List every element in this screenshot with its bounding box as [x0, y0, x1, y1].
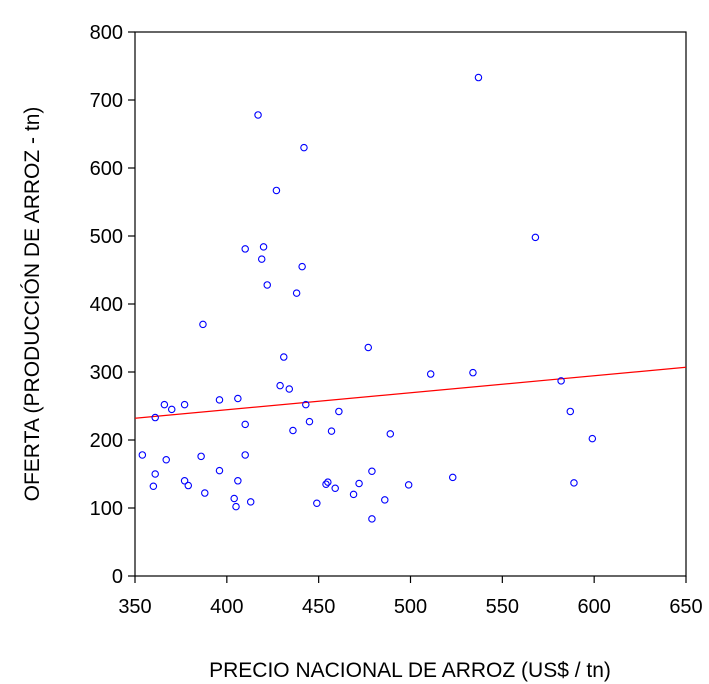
data-point-25 [259, 243, 268, 251]
x-tick-label-3: 500 [394, 596, 427, 618]
data-point-2 [151, 470, 159, 478]
y-tick-label-2: 200 [90, 430, 123, 452]
data-point-28 [276, 381, 284, 390]
data-point-4 [160, 400, 169, 409]
x-tick-label-4: 550 [486, 596, 519, 618]
data-point-10 [197, 452, 205, 461]
x-axis-title: PRECIO NACIONAL DE ARROZ (US$ / tn) [209, 659, 611, 682]
y-tick-label-6: 600 [90, 158, 123, 180]
data-point-50 [404, 481, 413, 489]
data-point-42 [335, 407, 343, 416]
data-point-22 [246, 498, 255, 506]
data-point-56 [557, 377, 565, 385]
data-point-48 [381, 496, 389, 504]
data-point-37 [313, 499, 321, 507]
data-point-7 [180, 400, 189, 409]
data-point-16 [232, 502, 240, 511]
data-point-31 [289, 426, 297, 435]
y-tick-label-3: 300 [90, 362, 123, 384]
data-point-19 [241, 420, 249, 429]
y-tick-label-5: 500 [90, 226, 123, 248]
data-point-17 [234, 477, 242, 485]
data-point-20 [241, 451, 249, 459]
data-point-11 [199, 320, 207, 329]
data-point-5 [162, 455, 170, 464]
y-tick-label-0: 0 [112, 566, 123, 588]
data-points [138, 73, 597, 523]
data-point-13 [215, 466, 224, 475]
data-point-6 [167, 405, 176, 414]
data-point-57 [566, 407, 575, 416]
data-point-24 [257, 255, 266, 263]
x-tick-label-2: 450 [302, 596, 335, 618]
y-axis: 0 100 200 300 400 500 600 700 800 [90, 22, 135, 588]
data-point-47 [368, 515, 376, 523]
y-tick-label-4: 400 [90, 294, 123, 316]
y-tick-label-1: 100 [90, 498, 123, 520]
data-point-36 [305, 417, 314, 426]
data-point-41 [331, 484, 339, 493]
data-point-3 [151, 413, 159, 422]
plot-frame [134, 31, 687, 577]
data-point-38 [322, 480, 330, 488]
data-point-45 [364, 343, 373, 352]
data-point-51 [426, 370, 435, 378]
data-point-59 [588, 434, 597, 443]
data-point-44 [355, 479, 363, 488]
data-point-35 [302, 400, 310, 409]
data-point-0 [138, 451, 147, 459]
data-point-30 [285, 385, 294, 393]
data-point-27 [272, 186, 281, 195]
data-point-1 [149, 482, 158, 490]
y-tick-label-7: 700 [90, 90, 123, 112]
data-point-39 [324, 478, 332, 486]
data-point-33 [298, 262, 306, 271]
data-point-23 [254, 111, 262, 119]
x-tick-label-6: 650 [669, 596, 702, 618]
data-point-55 [531, 233, 540, 242]
data-point-14 [215, 396, 224, 404]
data-point-54 [474, 73, 483, 82]
data-point-21 [241, 245, 249, 253]
x-tick-label-0: 350 [118, 596, 151, 618]
data-point-12 [201, 489, 209, 497]
x-tick-label-1: 400 [210, 596, 243, 618]
y-tick-label-8: 800 [90, 22, 123, 44]
data-point-53 [469, 368, 477, 377]
data-point-18 [234, 394, 242, 403]
trend-line [134, 366, 687, 419]
data-point-29 [280, 353, 288, 361]
data-point-43 [349, 490, 358, 499]
data-point-15 [230, 494, 238, 503]
data-point-40 [327, 427, 336, 435]
data-point-58 [570, 479, 578, 487]
x-axis: 350 400 450 500 550 600 650 [118, 576, 703, 618]
data-point-49 [386, 430, 395, 438]
data-point-26 [263, 281, 271, 289]
x-tick-label-5: 600 [577, 596, 610, 618]
data-point-46 [368, 467, 376, 476]
data-point-34 [300, 143, 308, 152]
y-axis-title: OFERTA (PRODUCCIÓN DE ARROZ - tn) [21, 107, 44, 502]
data-point-8 [180, 477, 189, 485]
data-point-32 [292, 289, 301, 297]
data-point-9 [184, 481, 193, 490]
data-point-52 [448, 473, 457, 482]
